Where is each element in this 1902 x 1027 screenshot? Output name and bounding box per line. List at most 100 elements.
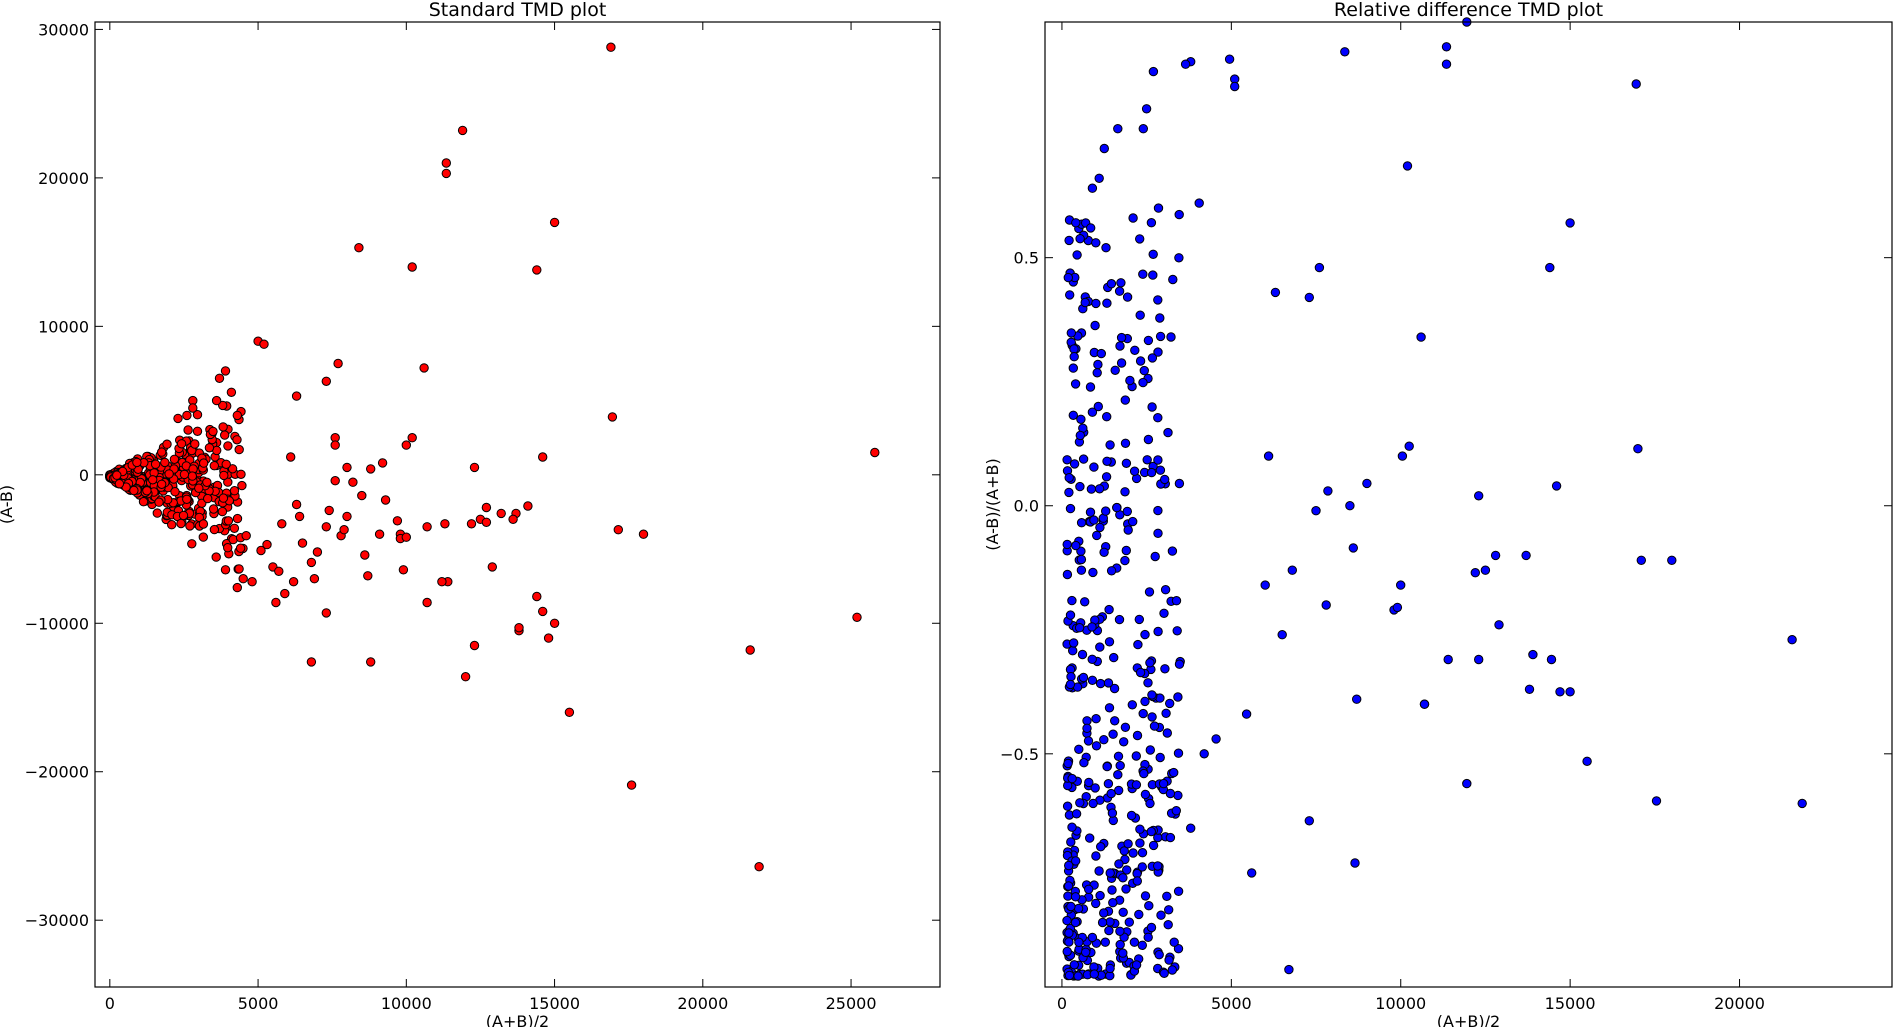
data-point — [321, 376, 331, 386]
y-tick-label: 0 — [79, 466, 89, 485]
data-point — [209, 461, 220, 471]
data-point — [607, 412, 618, 422]
data-point — [1143, 932, 1153, 942]
data-point — [160, 457, 170, 468]
data-point — [1546, 654, 1557, 665]
data-point — [1078, 454, 1089, 464]
data-point — [1070, 892, 1081, 902]
data-point — [227, 464, 238, 474]
data-point — [1092, 368, 1102, 378]
data-point — [1091, 238, 1101, 248]
data-point — [1078, 672, 1089, 683]
data-point — [1132, 876, 1143, 886]
data-point — [1071, 540, 1081, 551]
data-point — [236, 469, 246, 479]
data-point — [1304, 816, 1315, 826]
data-point — [1128, 213, 1138, 223]
data-point — [1145, 658, 1155, 668]
x-tick-label: 5000 — [238, 994, 279, 1013]
data-point — [1086, 484, 1097, 494]
data-point — [1118, 873, 1128, 883]
data-point — [176, 439, 187, 449]
data-point — [1147, 690, 1157, 700]
data-point — [223, 441, 233, 451]
data-point — [1138, 269, 1148, 279]
data-point — [1138, 124, 1149, 134]
data-point — [306, 657, 317, 667]
data-point — [286, 452, 296, 462]
data-point — [1153, 455, 1163, 465]
data-point — [157, 447, 167, 457]
data-point — [1062, 539, 1072, 550]
data-point — [1093, 359, 1103, 370]
data-point — [1122, 292, 1133, 302]
data-point — [1071, 218, 1081, 228]
data-point — [1115, 760, 1125, 771]
data-point — [1096, 842, 1106, 852]
data-point — [1108, 898, 1118, 908]
data-point — [306, 557, 317, 568]
data-point — [148, 475, 158, 485]
x-tick-label: 20000 — [677, 994, 728, 1013]
data-point — [1180, 59, 1191, 69]
data-point — [1171, 596, 1182, 606]
data-point — [532, 265, 542, 275]
data-point — [1135, 667, 1146, 678]
data-point — [1104, 637, 1115, 647]
data-point — [380, 495, 391, 505]
data-point — [1087, 932, 1098, 943]
data-point — [1087, 407, 1098, 417]
data-point — [1443, 654, 1453, 665]
data-point — [613, 525, 623, 535]
data-point — [1284, 964, 1294, 975]
data-point — [481, 502, 492, 513]
data-point — [232, 410, 243, 421]
data-point — [182, 410, 192, 421]
data-point — [496, 508, 506, 519]
data-point — [1142, 455, 1152, 465]
y-tick-label: −30000 — [25, 911, 89, 930]
data-point — [1062, 801, 1073, 811]
data-point — [1194, 198, 1204, 208]
data-point — [1119, 737, 1129, 747]
x-tick-label: 0 — [105, 994, 115, 1013]
data-point — [179, 469, 190, 480]
data-point — [241, 531, 251, 541]
data-point — [164, 469, 174, 479]
y-tick-label: 0.5 — [1014, 249, 1039, 268]
data-point — [1073, 971, 1083, 981]
y-axis-label: (A-B) — [0, 485, 16, 524]
data-point — [223, 543, 233, 553]
data-point — [1104, 604, 1114, 615]
data-point — [1099, 735, 1109, 745]
data-point — [457, 125, 468, 136]
data-point — [1102, 761, 1112, 772]
data-point — [1163, 920, 1173, 930]
data-point — [1314, 262, 1325, 273]
data-point — [1323, 486, 1333, 496]
data-point — [1155, 465, 1166, 475]
data-point — [330, 476, 340, 486]
data-point — [1474, 654, 1484, 665]
data-point — [1065, 610, 1076, 620]
data-point — [1125, 375, 1135, 386]
data-point — [1667, 555, 1677, 565]
data-point — [1137, 940, 1148, 950]
data-point — [508, 514, 518, 524]
data-point — [234, 564, 244, 574]
data-point — [1110, 716, 1120, 726]
data-point — [1396, 580, 1406, 590]
data-point — [1062, 946, 1072, 957]
data-point — [1066, 837, 1076, 847]
data-point — [1555, 687, 1565, 697]
data-point — [1162, 891, 1172, 901]
data-point — [1127, 700, 1138, 710]
data-point — [469, 462, 480, 473]
data-point — [532, 591, 542, 602]
data-point — [1101, 243, 1111, 253]
data-point — [1153, 626, 1163, 637]
x-tick-label: 25000 — [826, 994, 877, 1013]
data-point — [1115, 939, 1125, 950]
data-point — [1101, 506, 1111, 516]
